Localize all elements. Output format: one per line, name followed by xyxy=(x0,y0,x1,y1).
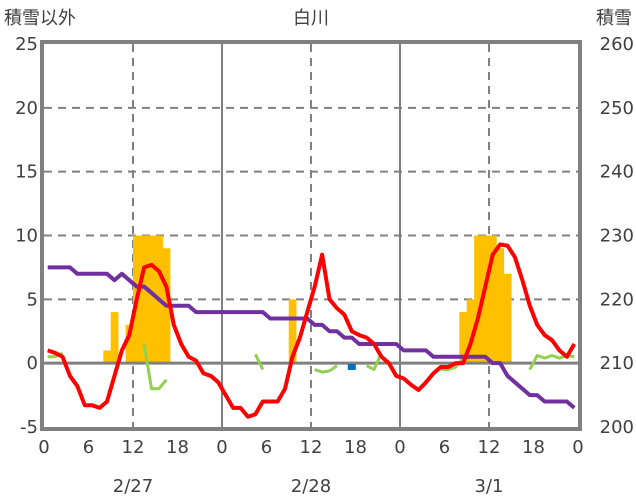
plot-frame xyxy=(40,40,582,431)
snowfall-bar xyxy=(140,235,149,364)
green-series-line xyxy=(142,343,168,391)
left-tick-label: 0 xyxy=(27,353,38,374)
x-tick-label: 0 xyxy=(38,437,49,458)
right-tick-label: 240 xyxy=(600,162,634,183)
snowfall-bar xyxy=(503,273,512,364)
snowfall-bar xyxy=(147,235,156,364)
left-tick-label: 25 xyxy=(15,34,38,55)
right-tick-label: 260 xyxy=(600,34,634,55)
snowfall-bar xyxy=(481,235,490,364)
snowfall-bar xyxy=(288,299,297,364)
left-tick-label: -5 xyxy=(20,417,38,438)
green-series-line xyxy=(314,364,338,374)
x-tick-label: 6 xyxy=(439,437,450,458)
snowfall-bar xyxy=(466,299,475,364)
date-label: 3/1 xyxy=(475,476,504,497)
x-tick-label: 18 xyxy=(166,437,189,458)
x-tick-label: 0 xyxy=(394,437,405,458)
x-tick-label: 18 xyxy=(522,437,545,458)
snowfall-bar xyxy=(489,235,497,364)
x-tick-label: 0 xyxy=(216,437,227,458)
x-tick-label: 18 xyxy=(344,437,367,458)
left-tick-label: 20 xyxy=(15,98,38,119)
right-tick-label: 230 xyxy=(600,226,634,247)
green-series-line xyxy=(254,353,265,371)
green-series-line xyxy=(365,352,383,372)
left-tick-label: 5 xyxy=(27,289,38,310)
right-tick-label: 210 xyxy=(600,353,634,374)
date-label: 2/28 xyxy=(291,476,331,497)
snowfall-bar xyxy=(474,235,482,364)
snowfall-bar xyxy=(125,324,134,364)
date-label: 2/27 xyxy=(113,476,153,497)
blue-marker xyxy=(347,363,356,370)
snowfall-bar xyxy=(459,312,468,364)
x-tick-label: 0 xyxy=(572,437,583,458)
right-tick-label: 220 xyxy=(600,289,634,310)
temperature-line xyxy=(47,242,577,419)
right-tick-label: 200 xyxy=(600,417,634,438)
chart-title: 白川 xyxy=(293,8,329,29)
right-axis-label: 積雪 xyxy=(596,8,632,29)
snowfall-bar xyxy=(103,350,112,364)
x-tick-label: 6 xyxy=(83,437,94,458)
left-tick-label: 15 xyxy=(15,162,38,183)
x-tick-label: 12 xyxy=(300,437,323,458)
right-tick-label: 250 xyxy=(600,98,634,119)
snowfall-bar xyxy=(496,248,505,364)
snow-depth-line xyxy=(47,265,576,410)
snowfall-bar xyxy=(110,312,119,364)
left-tick-label: 10 xyxy=(15,226,38,247)
x-tick-label: 6 xyxy=(261,437,272,458)
x-tick-label: 12 xyxy=(478,437,501,458)
x-tick-label: 12 xyxy=(122,437,145,458)
left-axis-label: 積雪以外 xyxy=(4,8,76,29)
